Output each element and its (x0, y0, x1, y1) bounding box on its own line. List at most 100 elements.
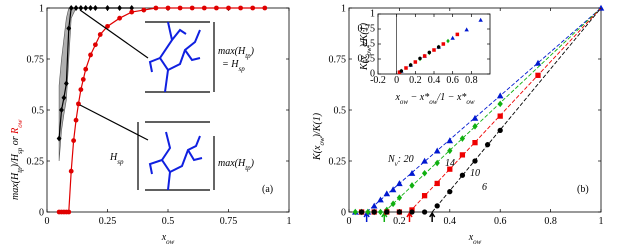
y-tick-label: 0.75 (329, 55, 347, 66)
marker (66, 25, 72, 32)
marker (459, 172, 466, 178)
label-part: ow (400, 98, 409, 106)
marker (484, 142, 491, 148)
marker (201, 5, 207, 11)
panel-label: (b) (577, 184, 589, 195)
y-tick-label: 0.5 (363, 38, 376, 49)
marker (472, 140, 478, 146)
marker (446, 137, 454, 144)
marker (117, 15, 122, 21)
x-axis-label: xow − x*ow/1 − x*ow (394, 92, 474, 106)
x-tick-label: 0.4 (428, 75, 441, 86)
label-part: tp (16, 167, 24, 173)
label-part: max(H (10, 172, 21, 200)
marker (446, 38, 450, 44)
annotation: max(Htp) (218, 158, 255, 172)
threshold-arrow (406, 211, 413, 222)
label-part: ) (250, 158, 255, 169)
marker (396, 180, 403, 187)
legend-label: 14 (445, 158, 455, 169)
marker (93, 5, 98, 11)
marker (447, 166, 453, 172)
y-axis-label: K(xow)/K(1) (359, 22, 373, 71)
marker (73, 5, 79, 11)
x-tick-label: 0 (394, 75, 399, 86)
marker (399, 69, 404, 73)
marker (421, 169, 428, 177)
label-part-red: ow (16, 119, 24, 128)
fit-line (431, 7, 602, 213)
x-tick-label: 0.4 (444, 216, 457, 227)
marker (153, 5, 159, 11)
marker (389, 186, 397, 193)
label-part: x (161, 232, 167, 243)
marker (370, 202, 378, 209)
x-tick-label: 0.8 (544, 216, 557, 227)
marker (56, 135, 62, 142)
label-part: sp (238, 65, 245, 73)
marker (117, 5, 122, 11)
marker (421, 209, 428, 215)
marker (250, 5, 256, 11)
label-part: 10 (470, 168, 480, 179)
marker (455, 32, 460, 37)
x-tick-label: 1 (287, 216, 292, 227)
marker (450, 35, 455, 40)
marker (427, 50, 432, 55)
marker (165, 5, 171, 11)
marker (459, 152, 466, 158)
diagram-a (79, 9, 215, 191)
marker (497, 113, 503, 119)
label-part: K(x (312, 145, 323, 161)
x-tick-label: 0.8 (465, 75, 478, 86)
y-tick-label: 0 (39, 208, 44, 219)
marker (409, 182, 415, 189)
marker (434, 180, 440, 187)
marker (408, 63, 413, 67)
y-tick-label: 0.75 (358, 23, 376, 34)
marker (97, 32, 103, 37)
marker (434, 203, 440, 209)
marker (66, 209, 72, 215)
marker (238, 5, 244, 11)
label-part-red: R (10, 128, 21, 135)
threshold-arrow (429, 211, 436, 222)
marker (535, 72, 541, 78)
y-tick-label: 1 (370, 8, 375, 19)
marker (371, 209, 377, 215)
marker (390, 200, 396, 208)
marker (262, 5, 268, 11)
label-part: K(x (359, 55, 370, 71)
marker (534, 59, 542, 66)
marker (88, 5, 93, 11)
x-tick-label: -0.2 (370, 75, 386, 86)
marker (226, 5, 231, 11)
x-tick-label: 0.6 (494, 216, 507, 227)
annotation: max(Htp) (218, 46, 255, 60)
marker (365, 208, 371, 216)
marker (404, 66, 408, 70)
marker (384, 209, 390, 215)
legend-label: 10 (470, 168, 480, 179)
marker (129, 9, 135, 15)
fit-line (366, 7, 602, 213)
marker (105, 5, 110, 11)
fit-line (409, 7, 602, 213)
x-axis-label: xow (468, 232, 482, 246)
label-part: ow (429, 98, 438, 106)
plot-frame (46, 7, 290, 213)
marker (383, 190, 391, 197)
band (58, 7, 77, 162)
marker (413, 60, 418, 64)
y-tick-label: 0.25 (329, 157, 347, 168)
marker (478, 17, 483, 22)
label-part: H (109, 152, 118, 163)
label-part: or (10, 134, 21, 148)
label-part: sp (117, 158, 124, 166)
marker (408, 169, 416, 176)
marker (83, 66, 89, 72)
label-part: max(H (218, 46, 246, 57)
label-part: ow (466, 98, 475, 106)
marker (471, 114, 479, 121)
